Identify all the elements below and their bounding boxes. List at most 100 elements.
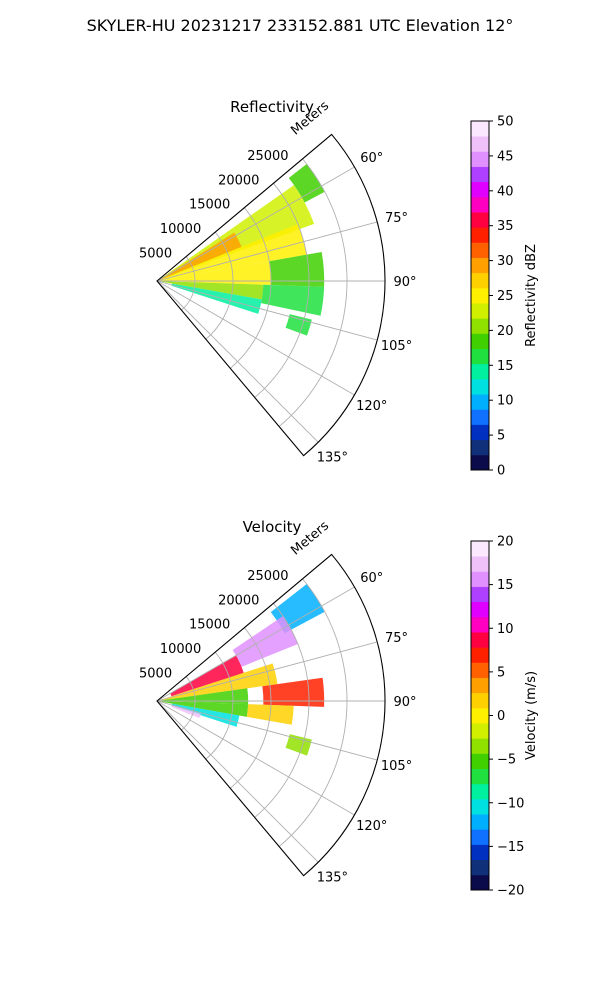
colorbar-segment — [471, 287, 489, 304]
panel-title: Reflectivity — [230, 98, 314, 116]
azimuth-spoke — [156, 280, 319, 443]
colorbar-segment — [471, 632, 489, 648]
colorbar-segment — [471, 556, 489, 572]
range-ring — [205, 651, 234, 760]
colorbar-segment — [471, 303, 489, 319]
colorbar-segment — [471, 151, 489, 167]
range-tick-label: 25000 — [247, 569, 288, 584]
colorbar-segment — [471, 738, 489, 754]
colorbar-segment — [471, 768, 489, 785]
colorbar-tick-label: 10 — [497, 622, 514, 637]
range-tick-label: 25000 — [247, 149, 288, 164]
azimuth-tick-label: 60° — [360, 571, 383, 586]
colorbar-tick-label: 15 — [497, 359, 514, 374]
azimuth-spoke — [156, 280, 378, 341]
azimuth-spoke — [156, 641, 378, 702]
sector-outline — [156, 553, 386, 877]
echo-region — [269, 251, 325, 287]
colorbar-segment — [471, 662, 489, 678]
range-ring — [229, 207, 272, 369]
range-tick-label: 5000 — [139, 247, 172, 262]
colorbar-segment — [471, 196, 489, 213]
colorbar-segment — [471, 874, 489, 891]
azimuth-tick-label: 90° — [393, 275, 416, 290]
echo-region — [157, 688, 249, 705]
azimuth-tick-label: 105° — [381, 759, 412, 774]
colorbar-segment — [471, 829, 489, 845]
colorbar-segment — [471, 601, 489, 618]
colorbar-segment — [471, 616, 489, 633]
azimuth-tick-label: 75° — [385, 211, 408, 226]
colorbar-tick-label: 30 — [497, 254, 514, 269]
colorbar-tick-label: 20 — [497, 324, 514, 339]
range-tick-label: 20000 — [218, 173, 259, 188]
polar-grid — [156, 158, 385, 443]
range-ring — [254, 603, 310, 818]
range-tick-label: 15000 — [189, 618, 230, 633]
colorbar: −20 −15 −10 −5 0 5 10 15 20 Velocity (m/s) — [470, 535, 539, 899]
range-ring — [205, 231, 234, 340]
colorbar-tick-label: 15 — [497, 578, 514, 593]
azimuth-spoke — [156, 280, 355, 396]
colorbar-segment — [471, 723, 489, 739]
range-ring — [229, 627, 272, 789]
colorbar-segment — [471, 212, 489, 228]
azimuth-tick-label: 135° — [317, 450, 348, 465]
azimuth-tick-label: 60° — [360, 151, 383, 166]
echo-region — [288, 164, 325, 203]
colorbar-segment — [471, 394, 489, 410]
range-tick-label: 10000 — [160, 222, 201, 237]
colorbar-segment — [471, 707, 489, 724]
azimuth-tick-label: 75° — [385, 631, 408, 646]
colorbar-tick-label: 5 — [497, 429, 505, 444]
colorbar-segment — [471, 348, 489, 365]
colorbar-segment — [471, 798, 489, 815]
azimuth-spoke — [156, 166, 355, 282]
sector-outline — [156, 133, 386, 457]
colorbar-segment — [471, 571, 489, 587]
colorbar-segment — [471, 242, 489, 258]
colorbar-tick-label: 45 — [497, 149, 514, 164]
colorbar-tick-label: −15 — [497, 840, 524, 855]
colorbar-segment — [471, 814, 489, 830]
colorbar-segment — [471, 424, 489, 441]
echo-region — [285, 314, 312, 336]
range-tick-label: 5000 — [139, 667, 172, 682]
colorbar-tick-label: 0 — [497, 464, 505, 479]
colorbar-tick-label: 0 — [497, 709, 505, 724]
colorbar-segment — [471, 692, 489, 709]
colorbar-segment — [471, 844, 489, 861]
echo-region — [157, 261, 271, 285]
echo-region — [157, 663, 278, 701]
panel-title: Velocity — [243, 518, 302, 536]
range-tick-label: 15000 — [189, 198, 230, 213]
azimuth-tick-label: 135° — [317, 870, 348, 885]
polar-grid — [156, 578, 385, 863]
colorbar-segment — [471, 363, 489, 380]
colorbar-segment — [471, 541, 489, 557]
colorbar-segment — [471, 227, 489, 243]
azimuth-spoke — [156, 700, 319, 863]
colorbar-segment — [471, 333, 489, 350]
colorbar-segment — [471, 257, 489, 274]
colorbar-segment — [471, 121, 489, 137]
colorbar-tick-label: 10 — [497, 394, 514, 409]
echo-region — [285, 734, 312, 756]
colorbar-segment — [471, 783, 489, 800]
page-title: SKYLER-HU 20231217 233152.881 UTC Elevat… — [86, 16, 514, 35]
echo-region — [157, 224, 307, 281]
colorbar-segment — [471, 586, 489, 603]
azimuth-spoke — [156, 221, 378, 282]
colorbar-tick-label: −5 — [497, 753, 516, 768]
colorbar-label: Reflectivity dBZ — [524, 244, 539, 347]
colorbar-tick-label: −10 — [497, 796, 524, 811]
colorbar-segment — [471, 181, 489, 198]
azimuth-spoke — [156, 700, 378, 761]
colorbar-segment — [471, 753, 489, 770]
colorbar: 0 5 10 15 20 25 30 35 40 45 50 Reflectivity dBZ — [470, 115, 539, 479]
colorbar-tick-label: −20 — [497, 884, 524, 899]
echo-layer — [157, 584, 325, 756]
colorbar-tick-label: 35 — [497, 219, 514, 234]
